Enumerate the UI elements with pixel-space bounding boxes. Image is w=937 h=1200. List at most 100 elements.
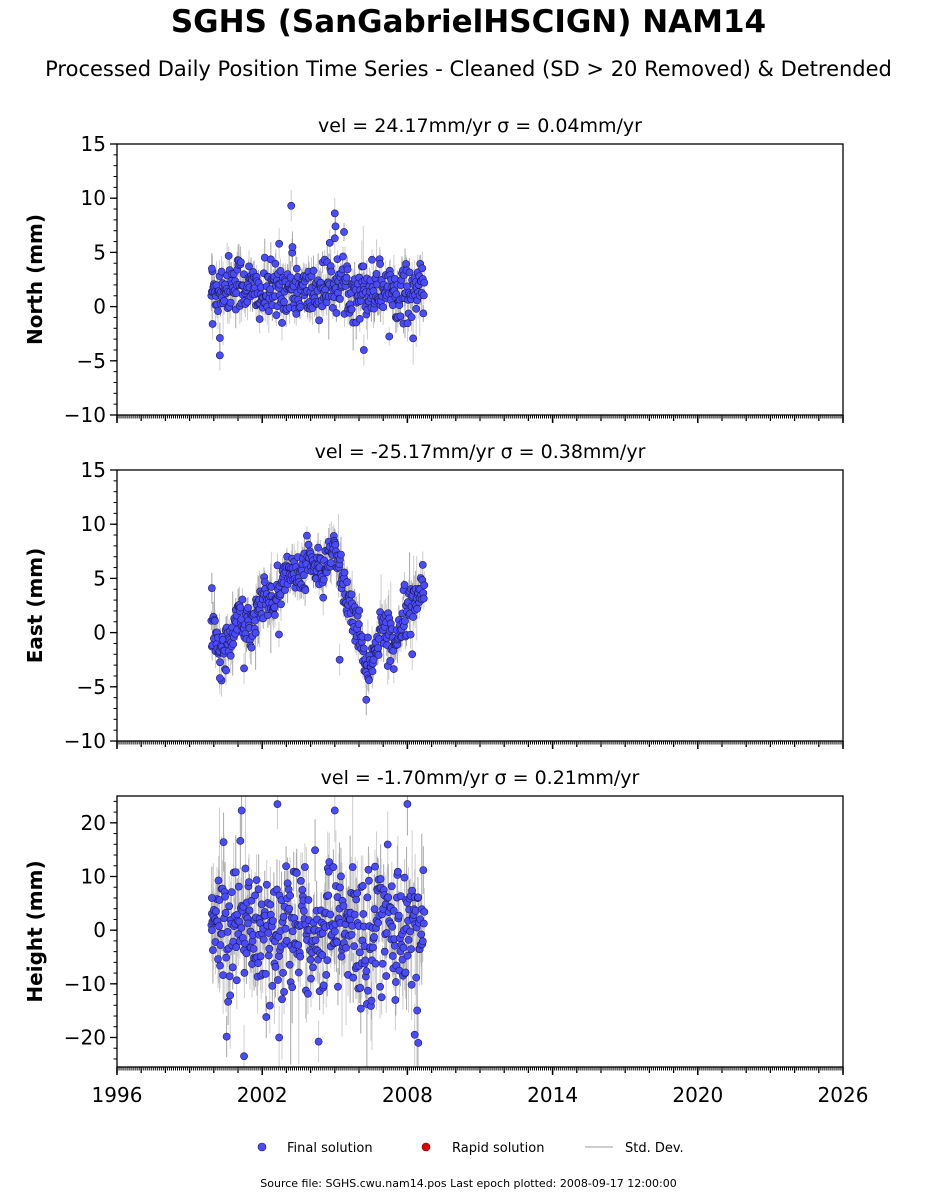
final-solution-point: [324, 891, 333, 900]
final-solution-point: [419, 866, 428, 874]
final-solution-point: [226, 651, 235, 660]
final-solution-point: [285, 960, 294, 969]
final-solution-point: [215, 896, 224, 904]
final-solution-point: [216, 658, 224, 667]
final-solution-point: [401, 968, 410, 977]
final-solution-point: [278, 318, 286, 327]
final-solution-point: [214, 955, 222, 963]
final-solution-point: [255, 315, 264, 323]
final-solution-points-north: [207, 201, 429, 360]
final-solution-point: [315, 316, 323, 325]
y-tick-label: 15: [81, 132, 106, 156]
final-solution-point: [364, 986, 372, 995]
final-solution-point: [359, 262, 368, 271]
final-solution-point: [371, 959, 380, 968]
final-solution-point: [406, 630, 415, 639]
final-solution-point: [240, 664, 248, 673]
legend-std-label: Std. Dev.: [625, 1141, 684, 1156]
final-solution-point: [319, 593, 328, 602]
final-solution-point: [303, 531, 311, 540]
final-solution-point: [419, 309, 428, 318]
final-solution-point: [244, 919, 252, 928]
final-solution-point: [340, 568, 349, 577]
final-solution-point: [417, 930, 426, 939]
final-solution-point: [343, 265, 352, 274]
final-solution-point: [241, 864, 250, 873]
final-solution-point: [298, 885, 307, 894]
y-tick-label: −10: [64, 972, 106, 996]
final-solution-point: [337, 550, 345, 559]
final-solution-point: [296, 877, 305, 885]
final-solution-point: [377, 993, 386, 1002]
final-solution-point: [219, 838, 228, 846]
final-solution-point: [325, 238, 334, 247]
final-solution-point: [271, 259, 280, 268]
final-solution-point: [294, 941, 303, 950]
final-solution-point: [301, 863, 309, 871]
final-solution-point: [405, 268, 414, 277]
final-solution-point: [359, 910, 368, 918]
final-solution-point: [339, 902, 348, 910]
final-solution-point: [238, 595, 247, 604]
final-solution-point: [207, 584, 216, 593]
plot-frame-north: [116, 143, 844, 416]
final-solution-point: [352, 895, 361, 904]
final-solution-point: [339, 252, 347, 261]
final-solution-point: [252, 876, 261, 884]
final-solution-point: [342, 273, 351, 282]
final-solution-point: [397, 892, 405, 900]
y-tick-label: 5: [93, 566, 106, 590]
final-solution-point: [395, 911, 403, 920]
x-tick-label: 1996: [92, 1083, 143, 1107]
final-solution-point: [356, 1004, 365, 1013]
final-solution-point: [385, 332, 394, 341]
final-solution-point: [407, 980, 416, 989]
final-solution-point: [333, 938, 341, 947]
y-axis-label-east: East (mm): [23, 548, 47, 664]
final-solution-point: [314, 543, 322, 552]
y-tick-label: 0: [93, 621, 106, 645]
y-axis-north: −10 −5 0 5 10 15: [64, 132, 117, 427]
final-solution-point: [400, 581, 409, 589]
x-axis-height: 1996 2002 2008 2014 2020 2026: [92, 1067, 868, 1107]
final-solution-point: [304, 540, 313, 549]
final-solution-point: [207, 894, 216, 902]
final-solution-point: [386, 656, 395, 665]
final-solution-point: [215, 351, 224, 360]
final-solution-point: [207, 926, 216, 935]
final-solution-point: [326, 910, 335, 919]
final-solution-point: [273, 800, 282, 809]
final-solution-point: [330, 927, 339, 936]
final-solution-point: [404, 935, 413, 944]
final-solution-point: [387, 882, 396, 891]
final-solution-point: [264, 307, 273, 316]
final-solution-point: [256, 952, 265, 961]
legend: Final solution Rapid solution Std. Dev.: [257, 1141, 684, 1156]
final-solution-point: [240, 969, 249, 977]
final-solution-point: [368, 667, 377, 676]
y-axis-east: −10 −5 0 5 10 15: [64, 458, 117, 753]
final-solution-point: [232, 943, 241, 952]
panel-east: vel = -25.17mm/yr σ = 0.38mm/yr East (mm)…: [23, 441, 844, 753]
final-solution-point: [408, 650, 417, 659]
final-solution-point: [222, 953, 230, 962]
final-solution-point: [229, 640, 238, 648]
panel-title-north: vel = 24.17mm/yr σ = 0.04mm/yr: [318, 115, 642, 137]
final-solution-point: [304, 896, 313, 904]
final-solution-point: [254, 959, 263, 968]
chart-title: SGHS (SanGabrielHSCIGN) NAM14: [170, 4, 767, 40]
final-solution-point: [272, 311, 281, 320]
final-solution-point: [414, 1038, 423, 1047]
final-solution-point: [215, 334, 224, 342]
final-solution-point: [276, 266, 285, 275]
final-solution-point: [359, 346, 368, 354]
final-solution-point: [406, 927, 414, 936]
x-axis-north: [116, 415, 844, 423]
final-solution-point: [326, 559, 335, 567]
final-solution-point: [382, 929, 391, 937]
final-solution-point: [216, 961, 224, 970]
final-solution-point: [332, 309, 341, 317]
final-solution-point: [266, 285, 275, 294]
final-solution-point: [215, 674, 224, 683]
